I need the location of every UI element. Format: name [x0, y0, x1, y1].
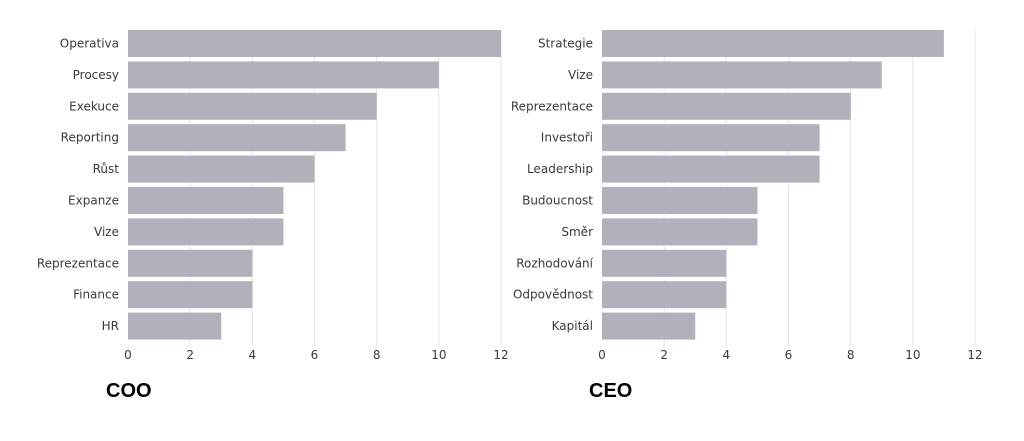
category-label: Rozhodování — [516, 256, 593, 270]
bar — [602, 92, 851, 120]
category-label: Finance — [73, 288, 119, 302]
tick-label: 0 — [124, 348, 132, 362]
coo-chart: Operativa Procesy Exekuce Reporting Růst Expa… — [37, 30, 509, 362]
bar — [128, 218, 284, 246]
bar — [128, 249, 253, 277]
bar — [128, 30, 501, 57]
category-label: Procesy — [73, 68, 119, 82]
bar — [602, 312, 696, 340]
ceo-chart-title: CEO — [589, 380, 633, 402]
tick-label: 2 — [660, 348, 668, 362]
bar — [128, 92, 377, 120]
tick-label: 2 — [186, 348, 194, 362]
bar — [602, 187, 758, 214]
category-label: HR — [102, 319, 119, 333]
bar — [602, 61, 882, 89]
tick-label: 10 — [905, 348, 920, 362]
category-label: Expanze — [68, 194, 119, 208]
tick-label: 12 — [967, 348, 982, 362]
tick-label: 6 — [785, 348, 793, 362]
category-label: Reprezentace — [511, 99, 593, 113]
ceo-chart: Strategie Vize Reprezentace Investoři Leader… — [511, 30, 983, 362]
category-label: Budoucnost — [522, 194, 593, 208]
bar — [602, 30, 944, 57]
tick-label: 0 — [598, 348, 606, 362]
category-label: Vize — [568, 68, 593, 82]
bar — [128, 155, 315, 183]
tick-label: 10 — [431, 348, 446, 362]
category-label: Leadership — [527, 162, 593, 176]
bar — [602, 124, 820, 152]
tick-label: 8 — [373, 348, 381, 362]
bar — [128, 124, 346, 152]
bar — [602, 218, 758, 246]
category-label: Exekuce — [69, 99, 119, 113]
tick-label: 4 — [249, 348, 257, 362]
bar — [602, 249, 727, 277]
bar — [602, 155, 820, 183]
coo-chart-title: COO — [106, 380, 152, 402]
bar — [602, 281, 727, 309]
tick-label: 8 — [847, 348, 855, 362]
tick-label: 6 — [311, 348, 319, 362]
category-label: Reprezentace — [37, 256, 119, 270]
category-label: Operativa — [60, 37, 119, 51]
bar — [128, 61, 439, 89]
bar — [128, 187, 284, 214]
category-label: Kapitál — [552, 319, 593, 333]
category-label: Strategie — [538, 37, 593, 51]
category-label: Odpovědnost — [513, 288, 593, 302]
category-label: Reporting — [61, 131, 119, 145]
tick-label: 12 — [493, 348, 508, 362]
tick-label: 4 — [723, 348, 731, 362]
category-label: Investoři — [541, 131, 593, 145]
bar — [128, 281, 253, 309]
category-label: Vize — [94, 225, 119, 239]
category-label: Růst — [93, 162, 120, 176]
category-label: Směr — [561, 225, 593, 239]
bar — [128, 312, 222, 340]
